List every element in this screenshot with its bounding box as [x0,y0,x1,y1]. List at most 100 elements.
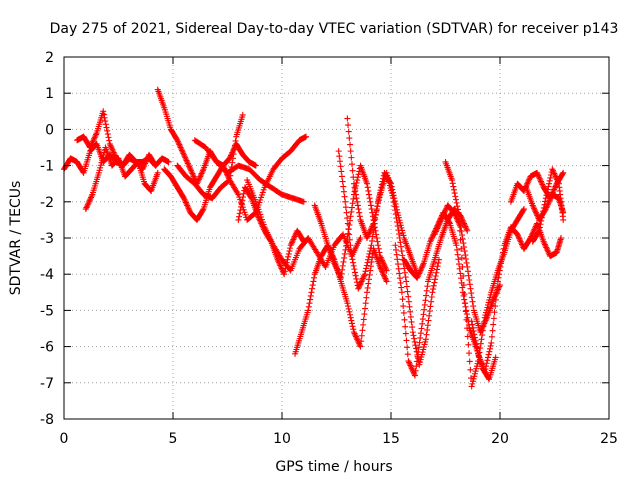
data-point [275,259,282,266]
data-point [352,272,359,279]
data-point [371,217,378,224]
data-point [347,213,354,220]
data-point [551,172,558,179]
data-point [175,138,182,145]
data-point [551,186,558,193]
y-tick-label: -3 [40,231,54,247]
data-point [367,198,374,205]
data-point [542,242,549,249]
data-point [366,195,373,202]
data-point [108,145,115,152]
data-point [400,303,407,310]
chart-title: Day 275 of 2021, Sidereal Day-to-day VTE… [50,21,619,37]
data-point [481,318,488,325]
data-point [462,252,469,259]
data-point [229,155,236,162]
data-point [188,167,195,174]
data-point [362,300,369,307]
data-point [364,235,371,241]
data-point [340,258,347,265]
data-point [459,263,466,270]
data-point [335,148,342,155]
data-point [399,252,406,259]
data-point [178,147,185,154]
data-point [290,235,297,241]
data-point [231,142,238,149]
data-point [462,224,469,231]
data-point [182,199,189,206]
data-point [102,118,109,125]
data-point [198,170,205,177]
data-point [290,236,297,243]
data-point [540,208,547,215]
data-point [458,214,465,221]
data-point [180,150,187,157]
data-point [460,240,467,247]
data-point [174,137,181,144]
data-point [457,224,464,231]
data-point [346,236,353,243]
data-point [404,288,411,295]
data-point [560,169,567,176]
data-point [491,309,498,316]
data-point [302,133,309,140]
data-point [355,284,362,291]
data-point [417,334,424,341]
data-point [416,269,423,276]
data-point [433,269,440,276]
data-point [488,333,495,340]
data-point [542,195,549,202]
data-point [436,221,443,228]
data-point [345,303,352,310]
data-point [421,306,428,313]
data-point [348,161,355,168]
data-point [551,170,558,177]
data-point [369,209,376,216]
data-point [456,261,463,268]
data-point [90,137,97,144]
data-point [362,268,369,275]
data-point [420,311,427,318]
data-point [367,202,374,209]
data-point [365,253,372,260]
data-point [414,353,421,360]
data-point [470,303,477,310]
data-point [438,215,445,222]
data-point [534,171,541,178]
data-point [339,266,346,273]
data-point [338,168,345,175]
data-point [537,178,544,185]
data-point [87,195,94,202]
data-point [181,153,188,160]
data-point [432,276,439,283]
data-point [184,160,191,167]
data-point [407,362,414,369]
data-point [197,173,204,180]
data-point [87,143,94,150]
data-point [281,271,288,278]
data-point [484,357,491,364]
data-point [466,276,473,283]
data-point [343,238,350,245]
data-point [141,161,148,168]
data-point [545,183,552,190]
data-point [86,197,93,204]
data-point [180,151,187,158]
data-point [403,283,410,290]
data-point [421,301,428,308]
data-point [227,172,234,179]
data-point [382,275,389,282]
data-point [458,254,465,261]
data-point [485,351,492,358]
data-point [360,321,367,328]
data-point [347,311,354,318]
data-point [186,164,193,171]
data-point [400,309,407,316]
data-point [459,217,466,224]
data-point [407,308,414,315]
data-point [461,248,468,255]
data-point [492,303,499,310]
data-point [553,174,560,181]
data-point [109,146,116,153]
data-point [427,303,434,310]
